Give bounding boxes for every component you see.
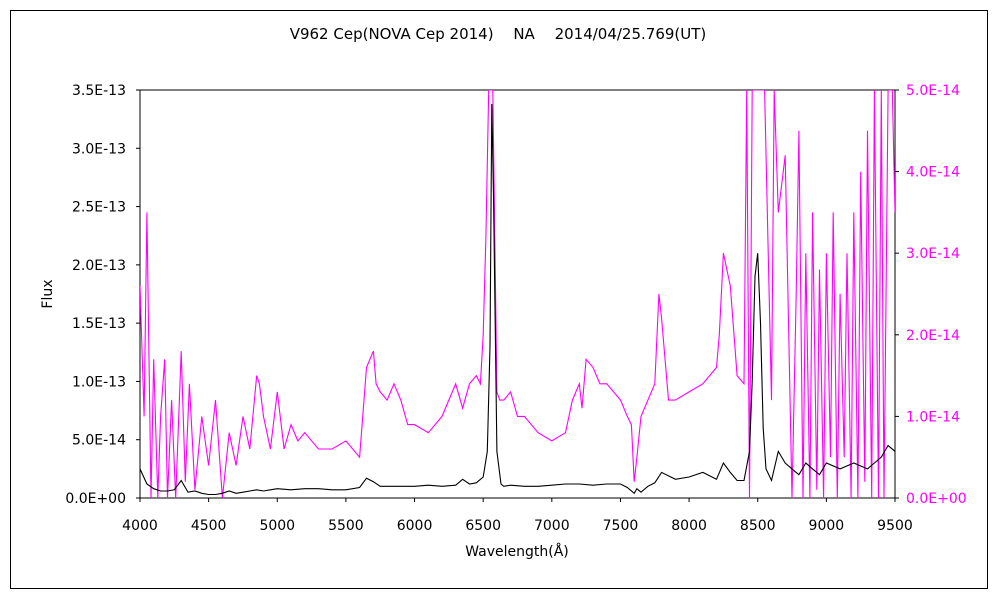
x-tick-label: 5000 bbox=[259, 518, 295, 534]
x-tick-label: 5500 bbox=[328, 518, 364, 534]
left-tick-label: 3.0E-13 bbox=[72, 141, 126, 157]
left-axis: 0.0E+00 5.0E-14 1.0E-13 1.5E-13 2.0E-13 2.5E-… bbox=[65, 83, 140, 507]
chart-title: V962 Cep(NOVA Cep 2014) NA 2014/04/25.76… bbox=[290, 25, 707, 43]
right-tick-label: 1.0E-14 bbox=[906, 409, 960, 425]
right-tick-label: 2.0E-14 bbox=[906, 328, 960, 344]
y-axis-label: Flux bbox=[40, 279, 56, 308]
x-tick-label: 4000 bbox=[122, 518, 158, 534]
x-tick-label: 4500 bbox=[191, 518, 227, 534]
series-layer bbox=[140, 90, 895, 498]
x-tick-label: 8000 bbox=[671, 518, 707, 534]
left-tick-label: 5.0E-14 bbox=[72, 433, 126, 449]
right-tick-label: 4.0E-14 bbox=[906, 165, 960, 181]
left-tick-label: 3.5E-13 bbox=[72, 83, 126, 99]
x-tick-label: 8500 bbox=[740, 518, 776, 534]
chart-frame bbox=[10, 10, 988, 589]
right-tick-label: 0.0E+00 bbox=[906, 491, 967, 507]
x-tick-label: 7500 bbox=[603, 518, 639, 534]
black-spectrum-line bbox=[140, 103, 895, 496]
left-tick-label: 1.0E-13 bbox=[72, 374, 126, 390]
right-tick-label: 5.0E-14 bbox=[906, 83, 960, 99]
left-tick-label: 0.0E+00 bbox=[65, 491, 126, 507]
x-tick-label: 9000 bbox=[809, 518, 845, 534]
x-tick-label: 7000 bbox=[534, 518, 570, 534]
magenta-spectrum-line bbox=[140, 90, 895, 498]
x-tick-label: 9500 bbox=[877, 518, 913, 534]
left-tick-label: 2.5E-13 bbox=[72, 200, 126, 216]
plot-area bbox=[139, 89, 896, 499]
left-tick-label: 1.5E-13 bbox=[72, 316, 126, 332]
right-axis: 0.0E+00 1.0E-14 2.0E-14 3.0E-14 4.0E-14 5.0E-… bbox=[895, 83, 967, 507]
left-tick-label: 2.0E-13 bbox=[72, 258, 126, 274]
x-tick-label: 6500 bbox=[465, 518, 501, 534]
x-axis-label: Wavelength(Å) bbox=[465, 543, 569, 560]
right-tick-label: 3.0E-14 bbox=[906, 246, 960, 262]
x-axis: 4000 4500 5000 5500 6000 6500 7000 7500 8000 8500… bbox=[122, 498, 913, 534]
x-tick-label: 6000 bbox=[397, 518, 433, 534]
